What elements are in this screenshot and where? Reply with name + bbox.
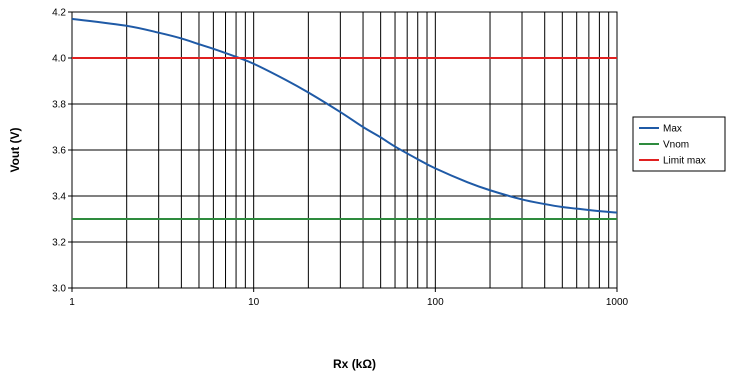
legend-label: Limit max: [663, 156, 706, 167]
series-layer: [72, 19, 617, 219]
x-tick-label: 1: [69, 297, 75, 308]
y-tick-label: 3.8: [52, 100, 66, 111]
legend-label: Vnom: [663, 140, 689, 151]
x-axis-ticks: 1 10 100 1000: [69, 288, 628, 308]
legend: Max Vnom Limit max: [633, 117, 725, 171]
y-tick-label: 4.0: [52, 54, 66, 65]
x-axis-title: Rx (kΩ): [333, 357, 376, 371]
y-tick-label: 3.0: [52, 284, 66, 295]
y-axis-title: Vout (V): [8, 127, 22, 172]
grid: [72, 12, 617, 288]
y-axis-ticks: 3.0 3.2 3.4 3.6 3.8 4.0 4.2: [52, 8, 72, 295]
x-tick-label: 1000: [606, 297, 629, 308]
series-line-max: [72, 19, 617, 213]
y-tick-label: 3.2: [52, 238, 66, 249]
y-tick-label: 4.2: [52, 8, 66, 19]
y-tick-label: 3.4: [52, 192, 66, 203]
x-tick-label: 100: [427, 297, 444, 308]
legend-label: Max: [663, 124, 682, 135]
y-tick-label: 3.6: [52, 146, 66, 157]
x-tick-label: 10: [248, 297, 260, 308]
